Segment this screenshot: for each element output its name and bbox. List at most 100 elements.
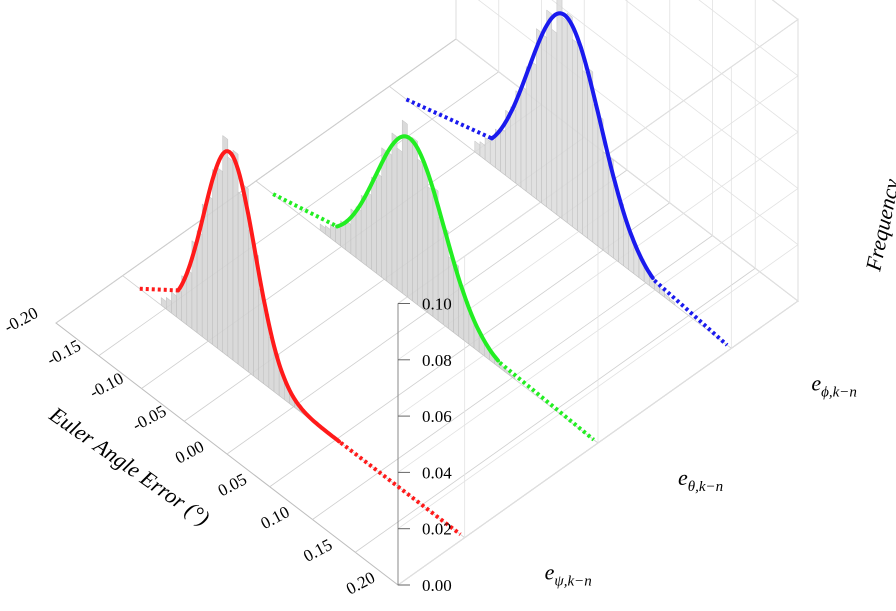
fit-curve-tail [139, 286, 179, 293]
histogram-bar [227, 156, 234, 361]
histogram-bar [500, 127, 506, 176]
wall-gridline [551, 0, 799, 189]
series-label: eθ,k−n [678, 465, 723, 495]
wall-gridline [397, 131, 799, 417]
fit-curve-tail [339, 441, 462, 536]
histogram-bar [207, 194, 213, 345]
series-label: eψ,k−n [545, 560, 592, 590]
histogram-bar [577, 42, 583, 235]
histogram-bar [546, 9, 553, 212]
histogram-bar [515, 90, 522, 188]
wall-gridline [397, 188, 799, 473]
histogram-bar [396, 147, 403, 294]
z-tick-label: 0.06 [422, 407, 452, 426]
z-tick-label: 0.02 [422, 520, 452, 539]
histogram-bars [160, 0, 676, 420]
histogram-bar [217, 167, 223, 353]
histogram-bar [489, 136, 496, 169]
x-tick-label: -0.20 [1, 303, 41, 336]
histogram-bar [386, 150, 393, 286]
histogram-bar [525, 65, 532, 196]
histogram-bar [442, 226, 449, 329]
x-tick-label: 0.00 [172, 437, 207, 468]
histogram-bar [222, 134, 229, 357]
histogram-bar [401, 119, 408, 298]
wall-gridline [698, 0, 799, 77]
histogram-bar [520, 85, 527, 192]
histogram-bar [551, 28, 558, 216]
histogram-bar [417, 158, 423, 310]
x-tick-label: 0.10 [257, 502, 292, 533]
x-tick-label: -0.05 [129, 401, 169, 434]
histogram-bar [572, 38, 578, 231]
histogram-bar [484, 137, 491, 165]
histogram-bar [196, 230, 203, 338]
fit-curve [489, 11, 655, 280]
x-tick-label: -0.10 [86, 369, 126, 402]
histogram-bar [263, 309, 270, 389]
fit-curve [176, 149, 341, 444]
histogram-bar [607, 155, 614, 259]
histogram-bar [253, 251, 259, 381]
histogram-bar [510, 106, 517, 184]
fit-curve-tail [498, 361, 595, 442]
fit-curve [335, 134, 500, 363]
x-tick-label: -0.15 [44, 336, 84, 369]
z-tick-label: 0.10 [422, 294, 452, 313]
wall-gridline [624, 0, 799, 133]
histogram-bar [381, 147, 388, 282]
histogram-bar [664, 293, 671, 302]
histogram-bar [618, 199, 624, 267]
z-axis-title: Frequency [860, 176, 896, 274]
histogram-bar [432, 186, 439, 322]
x-tick-label: 0.20 [343, 568, 378, 599]
wall-gridline [397, 244, 799, 530]
histogram-bar [407, 139, 413, 302]
histogram-bar [212, 168, 218, 349]
histogram-bar [366, 190, 372, 270]
histogram-bar [669, 298, 676, 306]
histogram-bar [176, 287, 182, 322]
z-tick-label: 0.04 [422, 463, 452, 482]
x-tick-label: 0.05 [215, 470, 250, 501]
histogram-bar [597, 114, 604, 251]
histogram-bar [536, 28, 542, 204]
x-tick-label: 0.15 [300, 535, 335, 566]
histogram-bar [391, 132, 398, 290]
fit-curves [139, 11, 729, 536]
histogram-bar [541, 33, 547, 208]
series-labels: eϕ,k−n eθ,k−n eψ,k−n [545, 370, 857, 589]
histogram-bar [376, 172, 382, 278]
fit-curve-tail [653, 278, 729, 347]
histogram-bar [561, 16, 568, 224]
histogram-bar [237, 191, 244, 369]
histogram-bar [345, 220, 352, 255]
histogram-bar [556, 0, 563, 220]
fit-curve-tail [405, 97, 493, 141]
histogram-bar [509, 373, 516, 380]
histogram-bar [412, 136, 418, 306]
histogram-bar [659, 287, 665, 298]
wall-gridline [397, 300, 799, 586]
histogram-bar [242, 184, 249, 373]
histogram-bar [371, 176, 377, 274]
histogram-bar [171, 291, 177, 318]
series-label: eϕ,k−n [811, 370, 857, 400]
z-tick-label: 0.08 [422, 351, 452, 370]
histogram-bar [422, 163, 429, 314]
histogram-bar [582, 69, 588, 239]
histogram-bar [248, 229, 254, 377]
histogram-bar [531, 60, 537, 200]
z-tick-label: 0.00 [422, 576, 452, 595]
histogram-bar [602, 151, 609, 255]
histogram-bar [186, 268, 193, 330]
histogram-bar [592, 103, 599, 247]
wall-gridline [455, 38, 799, 302]
histogram-bar [355, 206, 362, 263]
histogram-bar [232, 149, 239, 365]
histogram-bar [566, 12, 573, 228]
histogram-bar [587, 67, 594, 243]
wall-gridline [477, 0, 799, 246]
